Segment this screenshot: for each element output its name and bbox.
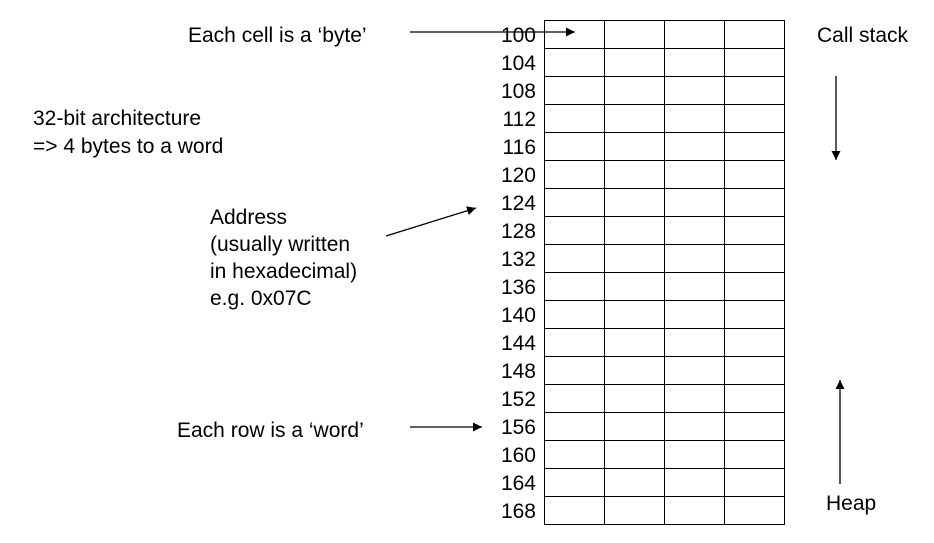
address-label: 136 [500,276,536,299]
memory-byte-cell [544,104,605,133]
memory-byte-cell [544,132,605,161]
memory-byte-cell [604,468,665,497]
address-label: 100 [500,24,536,47]
address-label: 148 [500,360,536,383]
address-label: 168 [500,500,536,523]
call-stack-label: Call stack [817,24,909,47]
memory-word-row [544,188,785,217]
address-label: 112 [502,108,536,131]
memory-word-row [544,76,785,105]
address-label: 144 [500,332,536,355]
address-label: 108 [500,80,536,103]
memory-byte-cell [724,468,785,497]
memory-word-row [544,496,785,525]
memory-byte-cell [664,48,725,77]
address-label: 124 [500,192,536,215]
address-label: 128 [500,220,536,243]
memory-word-row [544,272,785,301]
address-label: 120 [500,164,536,187]
address-label: 156 [500,416,536,439]
address-label: 152 [500,388,536,411]
memory-byte-cell [544,328,605,357]
memory-byte-cell [724,244,785,273]
address-label: 160 [500,444,536,467]
address-label: 164 [500,472,536,495]
memory-byte-cell [664,300,725,329]
memory-word-row [544,244,785,273]
memory-byte-cell [604,20,665,49]
memory-byte-cell [544,272,605,301]
address-note-line-2: (usually written [210,233,351,256]
heap-label: Heap [826,492,877,515]
memory-byte-cell [544,496,605,525]
address-label: 104 [500,52,536,75]
memory-word-row [544,440,785,469]
memory-byte-cell [724,132,785,161]
memory-byte-cell [604,412,665,441]
memory-byte-cell [664,356,725,385]
memory-byte-cell [724,272,785,301]
address-label: 132 [500,248,536,271]
memory-word-row [544,132,785,161]
row-is-word-label: Each row is a ‘word’ [177,419,364,442]
architecture-note-line-2: => 4 bytes to a word [33,135,224,158]
memory-word-row [544,300,785,329]
address-note-line-3: in hexadecimal) [210,260,358,283]
memory-byte-cell [724,440,785,469]
memory-byte-cell [724,300,785,329]
cell-is-byte-label: Each cell is a ‘byte’ [188,24,367,47]
address-note-line-1: Address [210,206,288,229]
memory-byte-cell [664,496,725,525]
address-label: 116 [502,136,536,159]
memory-word-row [544,104,785,133]
memory-byte-cell [724,384,785,413]
memory-byte-cell [604,272,665,301]
memory-byte-cell [724,496,785,525]
memory-byte-cell [604,104,665,133]
architecture-note-line-1: 32-bit architecture [33,107,202,130]
address-label: 140 [500,304,536,327]
address-column: 100 104 108 112 116 120 124 128 132 136 140 144 148 1… [484,22,540,526]
memory-byte-cell [664,244,725,273]
address-arrow [385,206,477,237]
memory-byte-cell [724,76,785,105]
address-note-line-4: e.g. 0x07C [210,287,312,310]
memory-word-row [544,412,785,441]
memory-word-row [544,48,785,77]
memory-grid [544,20,785,525]
memory-byte-cell [544,356,605,385]
memory-word-row [544,468,785,497]
